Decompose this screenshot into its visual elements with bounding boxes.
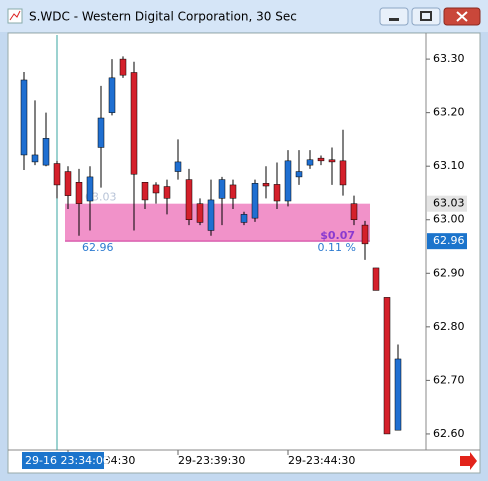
candle-body xyxy=(295,171,303,178)
candle-body xyxy=(372,267,380,291)
candle-body xyxy=(86,176,94,202)
candle-body xyxy=(361,224,369,245)
candle-body xyxy=(152,184,160,194)
candle-body xyxy=(273,184,281,202)
candle-body xyxy=(328,159,336,163)
y-tick-label: 62.60 xyxy=(433,427,465,440)
candle-body xyxy=(31,154,39,163)
candle-body xyxy=(218,179,226,199)
price-marker-label: 63.03 xyxy=(433,197,465,210)
candle-body xyxy=(108,77,116,113)
minimize-button[interactable] xyxy=(379,7,409,26)
candle-body xyxy=(284,160,292,202)
app-icon xyxy=(7,8,23,24)
cursor-label-box xyxy=(22,452,104,469)
candle-body xyxy=(20,79,28,156)
candle-body xyxy=(262,183,270,187)
candle-body xyxy=(185,179,193,220)
position-box xyxy=(65,203,370,242)
candle-body xyxy=(53,163,61,186)
candle-body xyxy=(229,184,237,199)
maximize-glyph xyxy=(420,11,432,21)
y-tick-label: 62.80 xyxy=(433,320,465,333)
chart-area xyxy=(7,32,481,474)
candle-body xyxy=(196,203,204,223)
candle-body xyxy=(240,214,248,223)
y-tick-label: 63.10 xyxy=(433,159,465,172)
candle-body xyxy=(75,182,83,204)
entry-label: 62.96 xyxy=(82,241,114,254)
candle-body xyxy=(394,358,402,431)
candle-body xyxy=(251,183,259,219)
app-icon-glyph xyxy=(9,10,21,21)
minimize-glyph xyxy=(389,18,399,21)
price-marker xyxy=(427,195,467,212)
y-tick-label: 63.00 xyxy=(433,213,465,226)
close-glyph xyxy=(456,11,468,22)
window-buttons[interactable] xyxy=(379,7,481,26)
candle-body xyxy=(42,138,50,166)
y-tick-label: 63.30 xyxy=(433,52,465,65)
candle-body xyxy=(64,171,72,196)
profit-label: $0.07 xyxy=(320,229,355,242)
candle-body xyxy=(141,182,149,201)
candle-body xyxy=(119,58,127,76)
y-tick-label: 62.90 xyxy=(433,266,465,279)
y-tick-label: 63.20 xyxy=(433,106,465,119)
candle-body xyxy=(339,160,347,186)
candle-body xyxy=(317,157,325,162)
percent-label: 0.11 % xyxy=(318,241,356,254)
candle-body xyxy=(207,199,215,231)
candle-body xyxy=(130,72,138,175)
price-marker xyxy=(427,233,467,250)
candle-body xyxy=(97,117,105,148)
window-title: S.WDC - Western Digital Corporation, 30 … xyxy=(29,10,297,24)
x-tick-label: 29-23:44:30 xyxy=(288,454,355,467)
y-tick-label: 62.70 xyxy=(433,373,465,386)
maximize-button[interactable] xyxy=(411,7,441,26)
candle-body xyxy=(174,161,182,172)
candle-body xyxy=(383,297,391,435)
price-marker-label: 62.96 xyxy=(433,234,465,247)
candle-body xyxy=(350,203,358,220)
cursor-label: 29-16 23:34:00 xyxy=(25,454,110,467)
candle-body xyxy=(306,159,314,166)
candle-body xyxy=(163,186,171,199)
x-tick-label: 29-23:39:30 xyxy=(178,454,245,467)
scroll-arrow[interactable] xyxy=(460,452,477,470)
